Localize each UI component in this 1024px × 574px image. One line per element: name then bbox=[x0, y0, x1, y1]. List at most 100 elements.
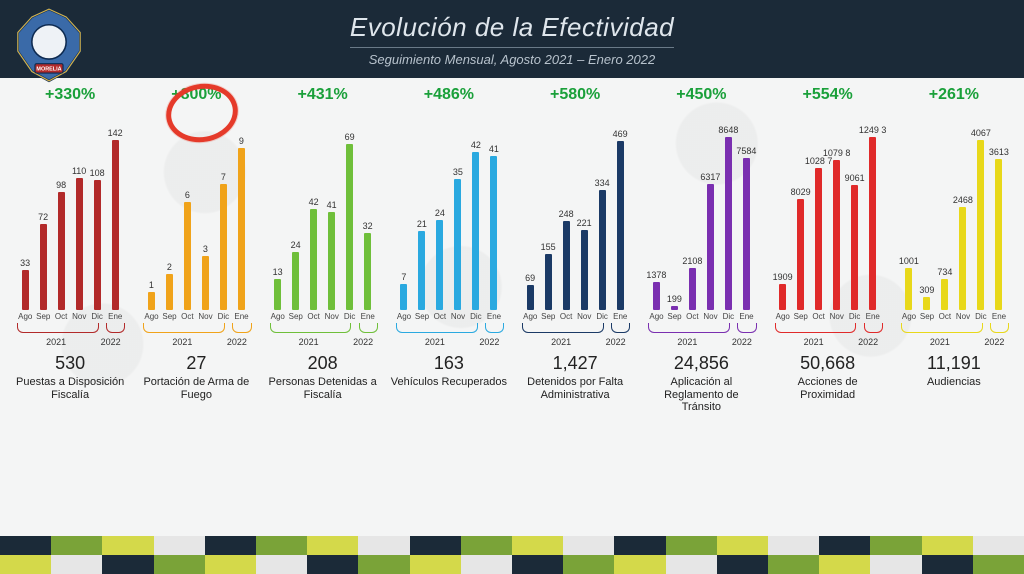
header-banner: Evolución de la Efectividad Seguimiento … bbox=[0, 0, 1024, 78]
bar: 2108 bbox=[685, 256, 699, 310]
bar: 3613 bbox=[992, 147, 1006, 310]
footer-square bbox=[102, 536, 153, 555]
x-axis: AgoSepOctNovDicEne bbox=[136, 312, 256, 321]
month-tick: Dic bbox=[343, 312, 357, 321]
bar-rect bbox=[797, 199, 804, 310]
footer-square bbox=[102, 555, 153, 574]
bar: 1079 8 bbox=[830, 148, 844, 310]
footer-square bbox=[922, 536, 973, 555]
bar-rect bbox=[58, 192, 65, 310]
bar-value-label: 6 bbox=[185, 190, 190, 200]
bar: 155 bbox=[541, 242, 555, 310]
bar-rect bbox=[833, 160, 840, 310]
footer-square bbox=[461, 536, 512, 555]
bar-value-label: 7 bbox=[221, 172, 226, 182]
bracket-2021 bbox=[270, 323, 352, 333]
chart-panel: +486%72124354241AgoSepOctNovDicEne202120… bbox=[389, 86, 509, 478]
month-tick: Sep bbox=[920, 312, 934, 321]
month-tick: Ago bbox=[523, 312, 537, 321]
month-tick: Ene bbox=[992, 312, 1006, 321]
bracket-2021 bbox=[775, 323, 857, 333]
month-tick: Ago bbox=[397, 312, 411, 321]
bar-value-label: 142 bbox=[108, 128, 123, 138]
bar-rect bbox=[653, 282, 660, 310]
month-tick: Oct bbox=[812, 312, 826, 321]
bar-rect bbox=[995, 159, 1002, 310]
bar-value-label: 2 bbox=[167, 262, 172, 272]
bar: 3 bbox=[198, 244, 212, 310]
bar: 334 bbox=[595, 178, 609, 310]
year-left: 2021 bbox=[804, 337, 824, 347]
bar-rect bbox=[40, 224, 47, 310]
bar-value-label: 2468 bbox=[953, 195, 973, 205]
month-tick: Dic bbox=[90, 312, 104, 321]
bar-rect bbox=[220, 184, 227, 310]
month-tick: Sep bbox=[162, 312, 176, 321]
year-labels: 20212022 bbox=[894, 337, 1014, 347]
bar: 110 bbox=[72, 166, 86, 310]
month-tick: Oct bbox=[685, 312, 699, 321]
bracket-2021 bbox=[143, 323, 225, 333]
month-tick: Nov bbox=[451, 312, 465, 321]
bar-value-label: 248 bbox=[559, 209, 574, 219]
footer-square bbox=[870, 555, 921, 574]
year-left: 2021 bbox=[46, 337, 66, 347]
year-right: 2022 bbox=[479, 337, 499, 347]
year-bracket-row bbox=[515, 323, 635, 337]
month-tick: Nov bbox=[577, 312, 591, 321]
x-axis: AgoSepOctNovDicEne bbox=[389, 312, 509, 321]
bar-rect bbox=[941, 279, 948, 310]
month-tick: Ene bbox=[613, 312, 627, 321]
bar-rect bbox=[148, 292, 155, 310]
footer-square bbox=[205, 555, 256, 574]
bar-value-label: 3 bbox=[203, 244, 208, 254]
bar: 1249 3 bbox=[866, 125, 880, 310]
bar-rect bbox=[905, 268, 912, 310]
month-tick: Ago bbox=[902, 312, 916, 321]
year-right: 2022 bbox=[984, 337, 1004, 347]
bar: 32 bbox=[361, 221, 375, 310]
bar-rect bbox=[599, 190, 606, 310]
year-right: 2022 bbox=[606, 337, 626, 347]
year-right: 2022 bbox=[227, 337, 247, 347]
bar-rect bbox=[364, 233, 371, 310]
chart-panel: +800%126379AgoSepOctNovDicEne2021202227P… bbox=[136, 86, 256, 478]
bar: 41 bbox=[325, 200, 339, 310]
year-left: 2021 bbox=[299, 337, 319, 347]
bar-value-label: 2108 bbox=[682, 256, 702, 266]
month-tick: Dic bbox=[974, 312, 988, 321]
bar-value-label: 41 bbox=[327, 200, 337, 210]
bar: 1001 bbox=[902, 256, 916, 310]
bar-group: 132442416932 bbox=[263, 110, 383, 310]
year-right: 2022 bbox=[101, 337, 121, 347]
total-value: 50,668 bbox=[800, 353, 855, 374]
month-tick: Oct bbox=[938, 312, 952, 321]
year-left: 2021 bbox=[172, 337, 192, 347]
month-tick: Ago bbox=[144, 312, 158, 321]
x-axis: AgoSepOctNovDicEne bbox=[10, 312, 130, 321]
footer-square bbox=[51, 555, 102, 574]
bar-rect bbox=[977, 140, 984, 310]
bar: 8029 bbox=[794, 187, 808, 310]
month-tick: Oct bbox=[307, 312, 321, 321]
year-right: 2022 bbox=[732, 337, 752, 347]
metric-label: Acciones de Proximidad bbox=[768, 376, 888, 401]
chart-panel: +580%69155248221334469AgoSepOctNovDicEne… bbox=[515, 86, 635, 478]
bar-rect bbox=[743, 158, 750, 310]
metric-label: Aplicación al Reglamento de Tránsito bbox=[641, 376, 761, 414]
bar: 33 bbox=[18, 258, 32, 310]
bracket-2021 bbox=[522, 323, 604, 333]
bar-rect bbox=[184, 202, 191, 310]
year-bracket-row bbox=[768, 323, 888, 337]
bar-value-label: 32 bbox=[363, 221, 373, 231]
bar-rect bbox=[689, 268, 696, 310]
bar-value-label: 13 bbox=[273, 267, 283, 277]
metric-label: Personas Detenidas a Fiscalía bbox=[263, 376, 383, 401]
chart-panel: +330%337298110108142AgoSepOctNovDicEne20… bbox=[10, 86, 130, 478]
bar-rect bbox=[581, 230, 588, 310]
year-right: 2022 bbox=[353, 337, 373, 347]
bar: 72 bbox=[36, 212, 50, 310]
bar: 469 bbox=[613, 129, 627, 310]
bar-group: 190980291028 71079 890611249 3 bbox=[768, 110, 888, 310]
bar: 6317 bbox=[703, 172, 717, 310]
